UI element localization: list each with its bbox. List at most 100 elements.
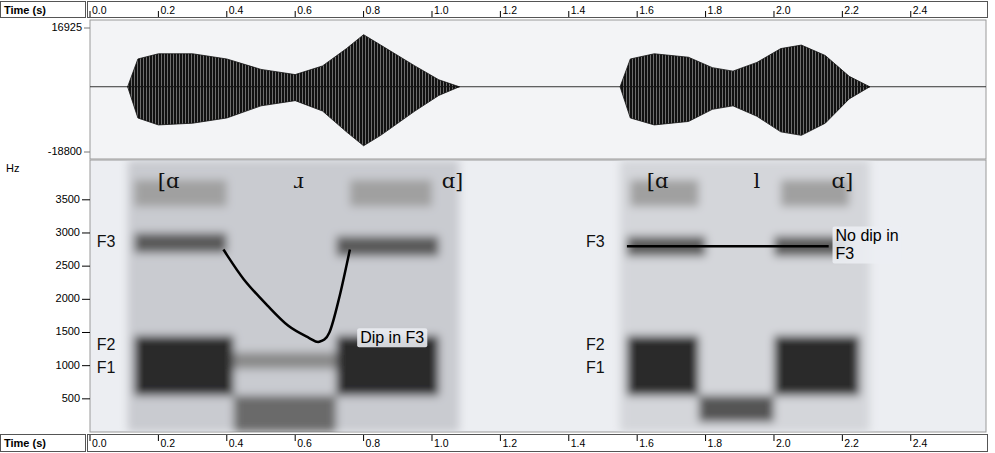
energy-band	[620, 160, 870, 432]
energy-bands	[128, 160, 870, 432]
x-tick	[500, 11, 501, 17]
x-tick	[910, 11, 911, 17]
y-tick-label: 500	[62, 392, 80, 404]
y-tick-label: 2000	[56, 292, 80, 304]
x-tick-label: 2.0	[776, 4, 791, 16]
energy-band	[128, 160, 460, 432]
formant-label: F2	[97, 336, 116, 353]
x-tick-label: 0.8	[366, 437, 381, 449]
y-tick	[82, 199, 90, 200]
y-tick-label: 3500	[56, 193, 80, 205]
segment-label: [ɑ	[158, 169, 180, 193]
formant-label: F1	[586, 359, 605, 376]
waveform-panel: 16925-18800	[48, 20, 986, 159]
x-tick-label: 1.8	[708, 4, 723, 16]
y-tick	[82, 232, 90, 233]
x-tick	[773, 11, 774, 17]
annotation-line: Dip in F3	[360, 329, 424, 346]
x-tick	[431, 435, 432, 441]
y-tick-label: 1000	[56, 359, 80, 371]
x-tick-label: 2.0	[776, 437, 791, 449]
x-tick-label: 0.2	[160, 437, 175, 449]
segment-label: l	[754, 169, 761, 193]
formant-track	[627, 245, 829, 248]
x-tick	[500, 435, 501, 441]
x-tick-label: 1.4	[571, 437, 586, 449]
formant-label: F3	[586, 233, 605, 250]
waveform-tick	[84, 152, 90, 153]
x-tick	[90, 11, 91, 17]
ruler-frame	[88, 2, 988, 18]
formant-label: F1	[97, 359, 116, 376]
x-tick-label: 1.6	[639, 4, 654, 16]
waveform-lower	[128, 87, 870, 146]
x-tick-label: 0.0	[92, 4, 107, 16]
spectrogram-frame	[90, 160, 986, 432]
x-tick	[363, 11, 364, 17]
ruler-frame	[88, 435, 988, 452]
annotation-line: No dip in	[836, 227, 899, 244]
y-tick	[82, 398, 90, 399]
x-tick-label: 0.2	[160, 4, 175, 16]
annotation-patch	[833, 226, 902, 263]
x-tick	[637, 11, 638, 17]
ruler-title: Time (s)	[4, 437, 46, 449]
annotation-text: No dip inF3	[836, 227, 899, 262]
energy-band	[234, 396, 337, 432]
segment-label: ɹ	[293, 169, 304, 193]
x-tick	[705, 11, 706, 17]
annotation: No dip inF3	[833, 226, 902, 263]
x-tick	[431, 11, 432, 17]
x-tick	[226, 435, 227, 441]
ruler-title: Time (s)	[4, 4, 46, 16]
time-ruler: Time (s)0.00.20.40.60.81.01.21.41.61.82.…	[1, 435, 988, 452]
x-tick-label: 1.2	[502, 4, 517, 16]
waveform-tick-label: -18800	[48, 145, 82, 157]
x-tick-label: 1.2	[502, 437, 517, 449]
x-tick	[773, 435, 774, 441]
formant-label: F3	[97, 233, 116, 250]
formant-track	[223, 250, 350, 342]
x-tick	[158, 435, 159, 441]
energy-band	[627, 336, 699, 396]
energy-band	[336, 236, 439, 256]
y-tick-label: 2500	[56, 259, 80, 271]
x-tick-label: 0.8	[366, 4, 381, 16]
x-tick	[158, 11, 159, 17]
energy-band	[134, 180, 226, 207]
x-tick	[90, 435, 91, 441]
annotation-text: Dip in F3	[360, 329, 424, 346]
x-tick	[363, 435, 364, 441]
y-tick	[82, 332, 90, 333]
y-tick	[82, 299, 90, 300]
annotation-line: F3	[836, 245, 855, 262]
x-tick	[295, 435, 296, 441]
x-tick-label: 1.0	[434, 437, 449, 449]
y-tick-label: 3000	[56, 226, 80, 238]
energy-band	[350, 180, 432, 207]
segment-label: ɑ]	[442, 169, 464, 193]
x-tick-label: 1.8	[708, 437, 723, 449]
x-tick-label: 2.2	[844, 437, 859, 449]
waveform-tick	[84, 28, 90, 29]
waveform-upper	[128, 35, 870, 87]
y-axis-title: Hz	[6, 162, 19, 174]
x-tick-label: 0.6	[297, 4, 312, 16]
ruler-label-box	[1, 2, 86, 18]
x-tick-label: 0.4	[229, 4, 244, 16]
waveform-data	[90, 35, 986, 146]
x-tick	[910, 435, 911, 441]
energy-band	[134, 233, 226, 253]
x-tick	[842, 11, 843, 17]
spectrogram-labels: [ɑɹɑ][ɑlɑ]F3F2F1F3F2F1Dip in F3No dip in…	[97, 169, 902, 376]
x-tick-label: 2.4	[913, 4, 928, 16]
y-tick	[82, 365, 90, 366]
x-tick	[705, 435, 706, 441]
energy-band	[134, 336, 233, 396]
segment-label: [ɑ	[647, 169, 669, 193]
annotation-patch	[357, 328, 427, 347]
x-tick-label: 0.4	[229, 437, 244, 449]
annotation: Dip in F3	[357, 328, 427, 347]
x-tick-label: 0.0	[92, 437, 107, 449]
x-tick-label: 1.0	[434, 4, 449, 16]
